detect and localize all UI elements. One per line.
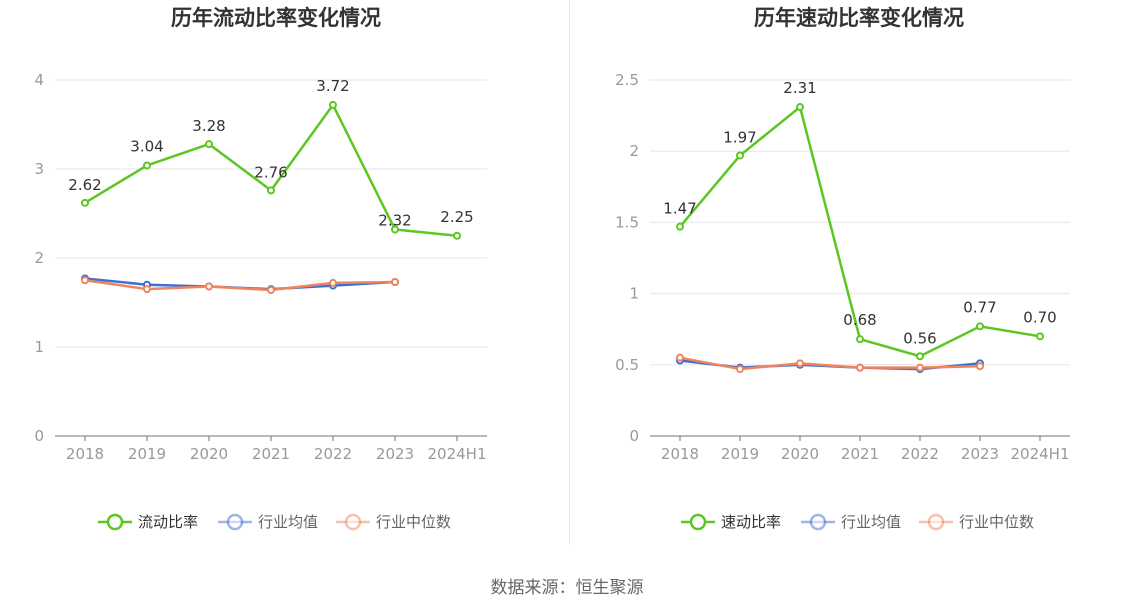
data-point[interactable]	[676, 353, 684, 362]
y-tick-label: 0	[629, 427, 639, 445]
data-point[interactable]	[329, 100, 337, 109]
data-label: 2.62	[68, 176, 101, 194]
data-label: 0.56	[903, 329, 936, 347]
legend-label: 行业均值	[841, 513, 901, 531]
y-tick-label: 0	[34, 427, 44, 445]
data-point[interactable]	[81, 198, 89, 207]
data-label: 3.04	[130, 137, 163, 155]
series-line	[679, 356, 981, 371]
data-label: 2.25	[440, 208, 473, 226]
data-point[interactable]	[205, 282, 213, 291]
legend-label: 行业中位数	[376, 513, 451, 531]
data-point[interactable]	[143, 161, 151, 170]
data-point[interactable]	[916, 352, 924, 361]
data-label: 1.47	[663, 200, 696, 218]
x-tick-label: 2019	[721, 445, 759, 463]
legend-label: 流动比率	[138, 513, 198, 531]
chart-title: 历年流动比率变化情况	[171, 6, 381, 30]
legend-item[interactable]: 速动比率	[681, 513, 781, 531]
y-tick-label: 1.5	[615, 213, 639, 231]
legend-marker	[927, 513, 945, 531]
x-tick-label: 2022	[901, 445, 939, 463]
data-source-note: 数据来源：恒生聚源	[490, 578, 644, 598]
data-label: 2.31	[783, 79, 816, 97]
y-tick-label: 3	[34, 160, 44, 178]
data-point[interactable]	[676, 222, 684, 231]
data-point[interactable]	[856, 335, 864, 344]
legend-label: 行业中位数	[959, 513, 1034, 531]
data-point[interactable]	[267, 186, 275, 195]
data-label: 2.32	[378, 212, 411, 230]
data-label: 3.72	[316, 77, 349, 95]
y-tick-label: 2.5	[615, 71, 639, 89]
y-tick-label: 2	[34, 249, 44, 267]
legend-marker	[689, 513, 707, 531]
data-point[interactable]	[391, 225, 399, 234]
data-point[interactable]	[267, 286, 275, 295]
legend-item[interactable]: 行业中位数	[336, 513, 451, 531]
y-tick-label: 2	[629, 142, 639, 160]
legend-marker	[226, 513, 244, 531]
series-line	[84, 279, 396, 292]
legend-marker	[344, 513, 362, 531]
legend-item[interactable]: 流动比率	[98, 513, 198, 531]
data-point[interactable]	[1036, 332, 1044, 341]
panel-divider	[569, 0, 570, 545]
data-point[interactable]	[796, 103, 804, 112]
x-tick-label: 2021	[252, 445, 290, 463]
data-point[interactable]	[143, 285, 151, 294]
x-tick-label: 2020	[190, 445, 228, 463]
chart-panel-1: 历年流动比率变化情况 0 1 2 3 4 2018 2019 2020 2021 2022 2023 2…	[34, 6, 487, 531]
data-point[interactable]	[81, 276, 89, 285]
x-tick-label: 2024H1	[1011, 445, 1070, 463]
data-point[interactable]	[916, 363, 924, 372]
chart-panel-2: 历年速动比率变化情况 0 0.5 1 1.5 2 2.5 2018 2019 2020 2021 20…	[615, 6, 1070, 531]
x-tick-label: 2019	[128, 445, 166, 463]
data-point[interactable]	[976, 322, 984, 331]
legend-marker	[106, 513, 124, 531]
data-label: 3.28	[192, 117, 225, 135]
x-tick-label: 2023	[376, 445, 414, 463]
chart-title: 历年速动比率变化情况	[754, 6, 964, 30]
x-tick-label: 2020	[781, 445, 819, 463]
x-tick-label: 2018	[661, 445, 699, 463]
data-point[interactable]	[736, 151, 744, 160]
data-point[interactable]	[856, 363, 864, 372]
y-tick-label: 1	[34, 338, 44, 356]
data-label: 2.76	[254, 163, 287, 181]
legend-label: 行业均值	[258, 513, 318, 531]
data-label: 1.97	[723, 128, 756, 146]
data-label: 0.70	[1023, 308, 1056, 326]
data-point[interactable]	[205, 140, 213, 149]
x-tick-label: 2022	[314, 445, 352, 463]
data-label: 0.77	[963, 298, 996, 316]
data-label: 0.68	[843, 311, 876, 329]
y-tick-label: 1	[629, 285, 639, 303]
x-tick-label: 2024H1	[428, 445, 487, 463]
y-tick-label: 0.5	[615, 356, 639, 374]
data-point[interactable]	[736, 365, 744, 374]
data-point[interactable]	[391, 278, 399, 287]
x-tick-label: 2018	[66, 445, 104, 463]
y-tick-label: 4	[34, 71, 44, 89]
data-point[interactable]	[453, 231, 461, 240]
legend-label: 速动比率	[721, 513, 781, 531]
legend-item[interactable]: 行业中位数	[919, 513, 1034, 531]
legend-item[interactable]: 行业均值	[218, 513, 318, 531]
legend-marker	[809, 513, 827, 531]
x-tick-label: 2021	[841, 445, 879, 463]
legend-item[interactable]: 行业均值	[801, 513, 901, 531]
data-point[interactable]	[796, 359, 804, 368]
data-point[interactable]	[976, 362, 984, 371]
data-point[interactable]	[329, 278, 337, 287]
x-tick-label: 2023	[961, 445, 999, 463]
